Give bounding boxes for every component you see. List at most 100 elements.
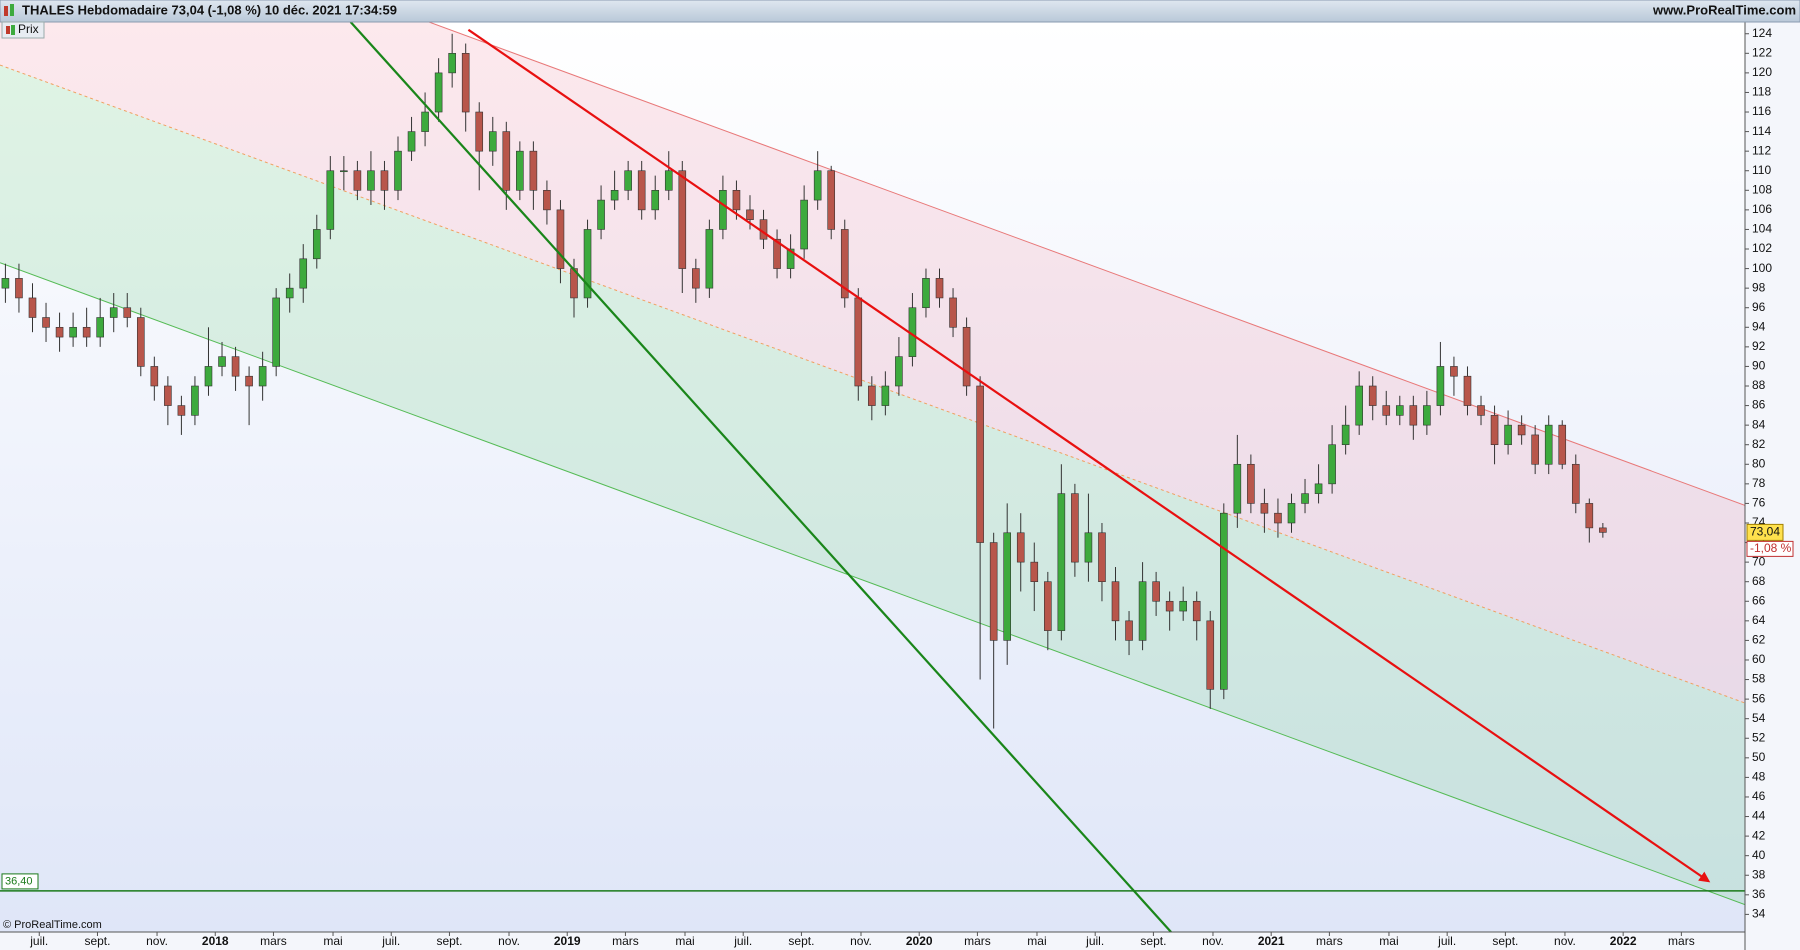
candle-body [1084, 532, 1093, 563]
candle-body [854, 297, 863, 387]
candle-body [69, 326, 77, 338]
x-tick-label: nov. [498, 934, 520, 948]
y-tick-label: 96 [1752, 300, 1766, 314]
candle-body [1179, 600, 1187, 612]
candle-body [895, 356, 903, 387]
candle-body [529, 150, 538, 191]
x-tick-label: mars [612, 934, 639, 948]
candle-body [583, 229, 592, 299]
candle-body [1531, 434, 1539, 465]
x-tick-label: mars [1668, 934, 1695, 948]
candle-body [353, 170, 362, 191]
candle-body [516, 150, 524, 191]
candle-body [610, 190, 619, 201]
header-title: THALES Hebdomadaire 73,04 (-1,08 %) 10 d… [22, 2, 397, 17]
candle-body [543, 190, 551, 211]
y-tick-label: 86 [1752, 398, 1766, 412]
candle-body [1395, 405, 1404, 416]
candle-body [245, 375, 253, 387]
candle-body [1111, 581, 1120, 622]
x-tick-label: 2018 [202, 934, 229, 948]
candle-body [1138, 581, 1147, 641]
y-tick-label: 58 [1752, 672, 1766, 686]
x-tick-label: juil. [29, 934, 48, 948]
candle-body [394, 150, 402, 191]
candle-body [1247, 463, 1255, 504]
x-tick-label: nov. [1202, 934, 1224, 948]
y-tick-label: 38 [1752, 867, 1766, 881]
x-tick-label: mai [1379, 934, 1398, 948]
y-tick-label: 84 [1752, 417, 1766, 431]
candle-body [1152, 581, 1160, 602]
candle-body [299, 258, 308, 289]
candle-body [840, 229, 849, 299]
candle-body [800, 199, 808, 250]
y-tick-label: 52 [1752, 730, 1766, 744]
header-source[interactable]: www.ProRealTime.com [1652, 2, 1796, 17]
y-tick-label: 48 [1752, 770, 1766, 784]
candle-body [82, 326, 91, 338]
y-tick-label: 124 [1752, 26, 1772, 40]
candle-body [285, 287, 294, 299]
candle-body [42, 317, 50, 328]
y-tick-label: 62 [1752, 633, 1766, 647]
candle-body [28, 297, 37, 318]
legend-swatch [6, 26, 10, 34]
header-icon [4, 6, 8, 16]
y-tick-label: 98 [1752, 280, 1766, 294]
candle-body [109, 307, 118, 318]
candle-body [1030, 561, 1039, 582]
x-tick-label: mars [260, 934, 287, 948]
y-tick-label: 54 [1752, 711, 1766, 725]
candle-body [421, 111, 429, 132]
candle-body [1477, 405, 1485, 416]
candle-body [1450, 366, 1458, 377]
candle-body [164, 385, 172, 406]
y-tick-label: 40 [1752, 848, 1766, 862]
change-label: -1,08 % [1750, 541, 1792, 555]
candle-body [922, 278, 930, 309]
y-tick-label: 90 [1752, 359, 1766, 373]
x-tick-label: 2022 [1610, 934, 1637, 948]
y-tick-label: 110 [1752, 163, 1771, 177]
y-tick-label: 64 [1752, 613, 1766, 627]
candle-body [55, 326, 64, 338]
x-tick-label: mai [323, 934, 342, 948]
candle-body [1192, 600, 1201, 622]
candle-body [1368, 385, 1377, 406]
y-tick-label: 112 [1752, 143, 1771, 157]
change-box [1746, 540, 1794, 557]
x-tick-label: sept. [1492, 934, 1518, 948]
y-tick-label: 42 [1752, 828, 1766, 842]
candle-body [1, 278, 10, 289]
candle-body [1003, 532, 1011, 641]
candle-body [1044, 581, 1052, 631]
channel-line [0, 262, 1745, 906]
y-tick-label: 56 [1752, 691, 1766, 705]
candle-body [367, 170, 375, 191]
candle-body [1504, 424, 1512, 446]
y-tick-label: 104 [1752, 222, 1772, 236]
candle-body [624, 170, 632, 191]
candle-body [813, 170, 822, 201]
candle-body [746, 209, 754, 220]
candle-body [1287, 503, 1296, 524]
candle-body [136, 317, 145, 367]
candle-body [989, 542, 998, 641]
y-tick-label: 100 [1752, 261, 1772, 275]
candle-body [1206, 620, 1215, 690]
y-tick-label: 78 [1752, 476, 1766, 490]
candle-body [556, 209, 565, 269]
x-tick-label: 2020 [906, 934, 933, 948]
candle-body [719, 190, 727, 230]
candle-body [949, 297, 957, 328]
level-label: 36,40 [5, 875, 33, 887]
level-label-box [1, 873, 39, 890]
candle-body [1098, 532, 1106, 582]
x-tick-label: mai [1027, 934, 1046, 948]
candle-body [827, 170, 836, 230]
candle-body [651, 190, 660, 211]
candle-body [1341, 424, 1350, 446]
